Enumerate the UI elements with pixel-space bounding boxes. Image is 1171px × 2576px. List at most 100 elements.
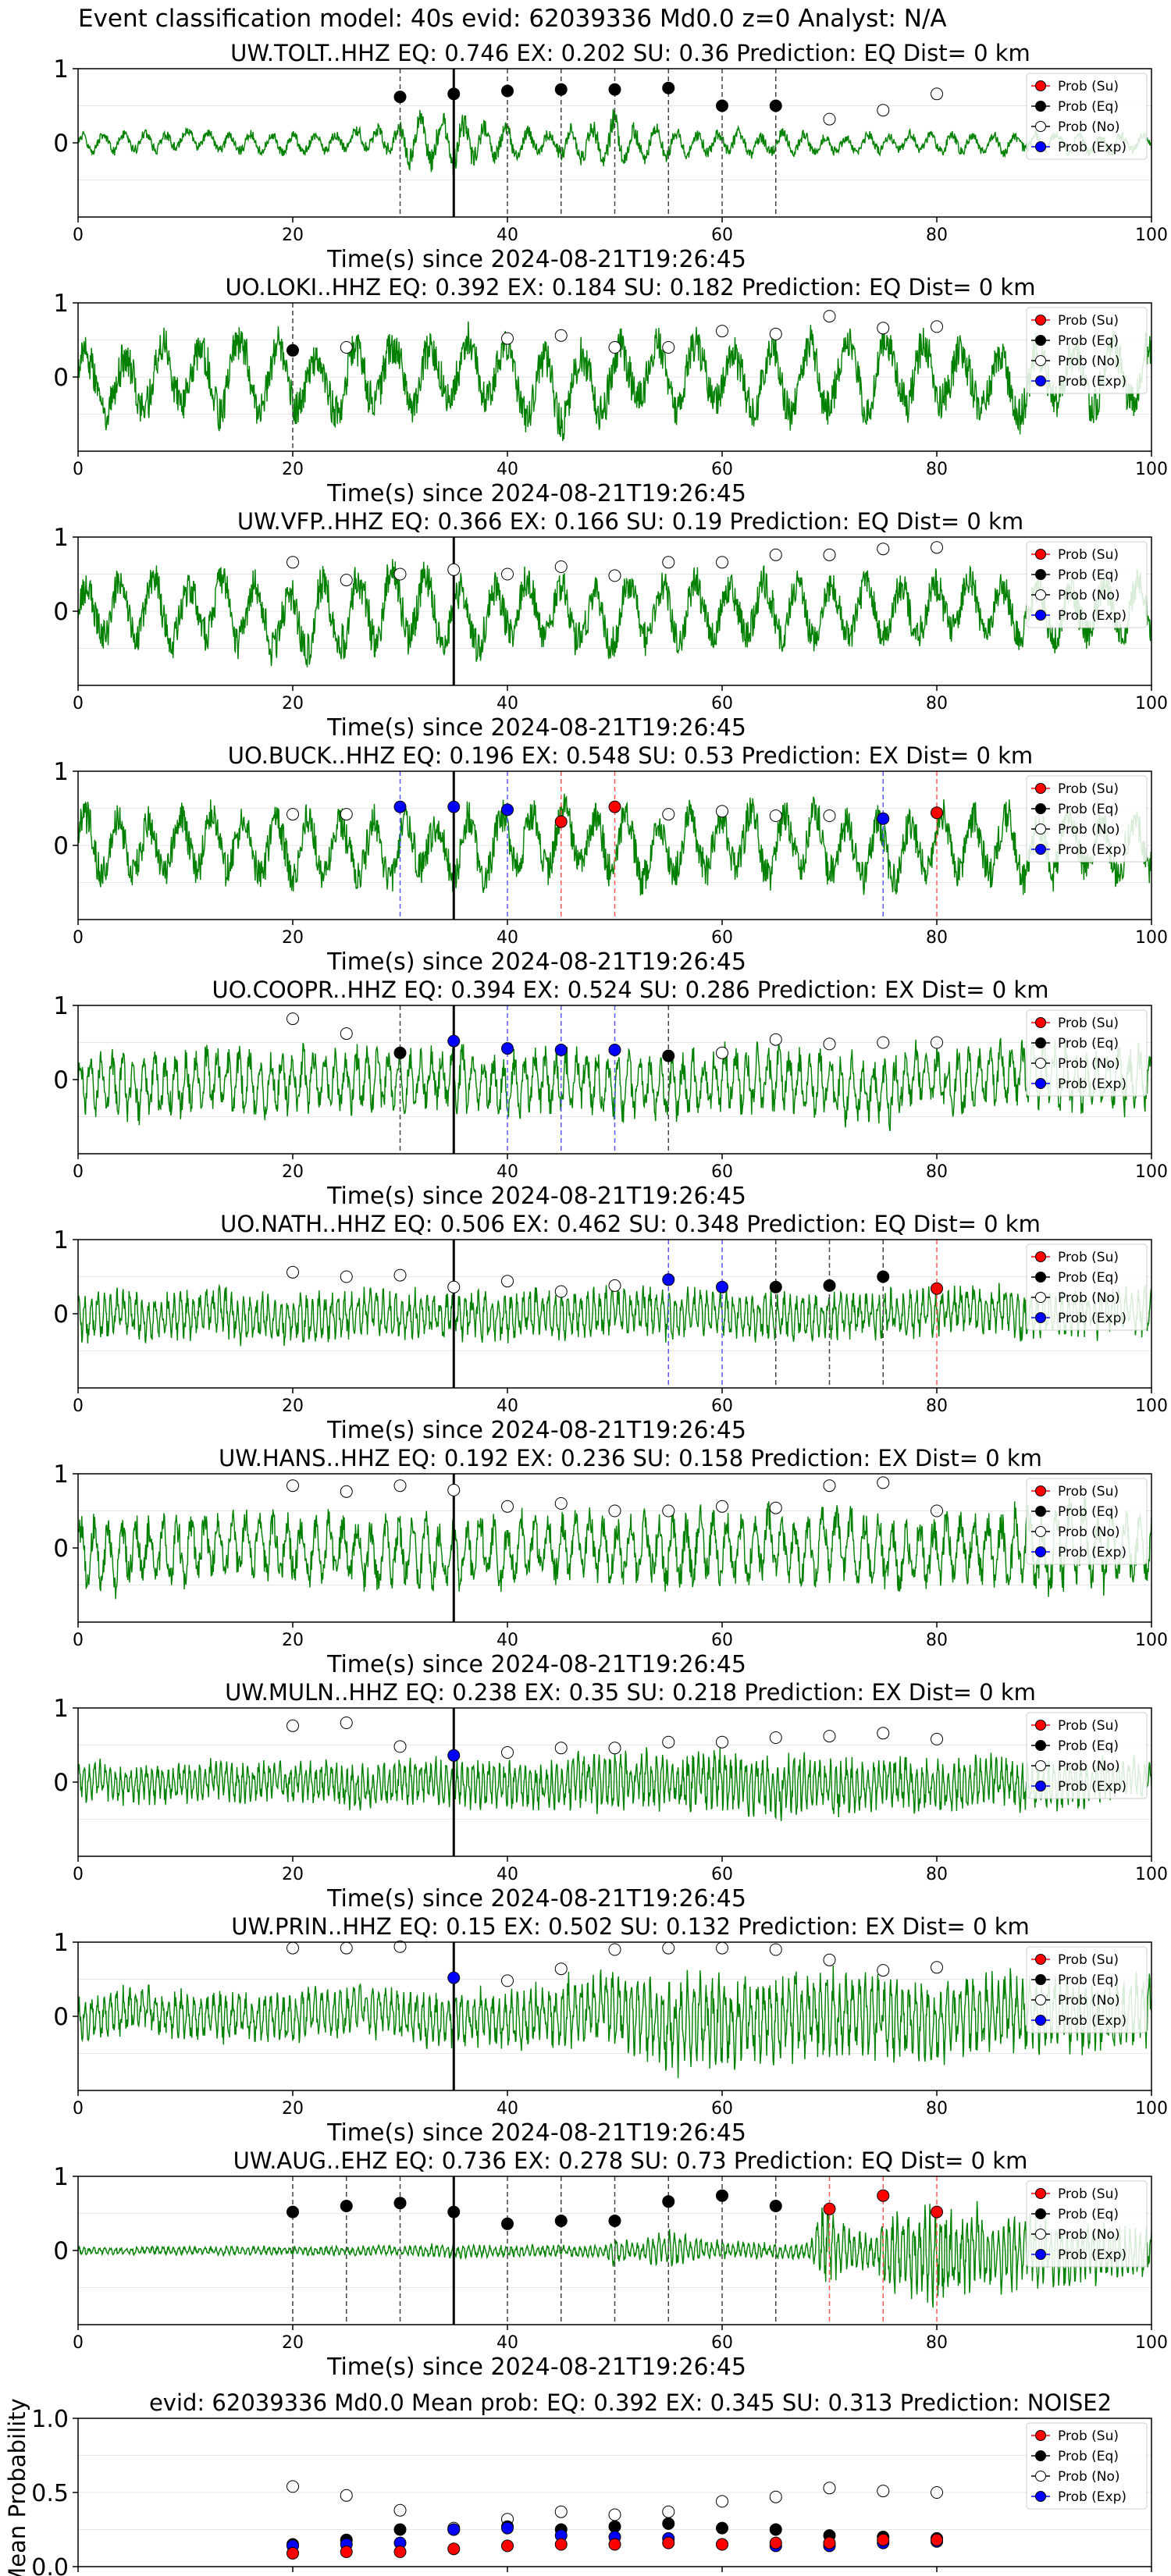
prob-marker-no	[931, 1036, 943, 1049]
legend-label-prob-eq: Prob (Eq)	[1058, 802, 1119, 817]
panel-1: 0 20 40 60 80 100 0 1 UW.TOLT..HHZ EQ: 0.746 EX:…	[53, 40, 1168, 273]
prob-marker-no	[340, 1717, 353, 1729]
prob-marker-eq	[608, 2215, 621, 2227]
prob-marker-no	[287, 808, 299, 821]
legend-marker-su	[1035, 549, 1046, 560]
prob-marker-no	[340, 1485, 353, 1498]
prob-marker-no	[931, 1504, 943, 1517]
prob-marker-no	[447, 1483, 461, 1496]
x-tick-label: 40	[497, 2333, 518, 2353]
legend-label-prob-eq: Prob (Eq)	[1058, 333, 1119, 349]
panel-title: UO.COOPR..HHZ EQ: 0.394 EX: 0.524 SU: 0.…	[212, 977, 1049, 1003]
y-tick-label: 1.0	[31, 2406, 69, 2433]
x-tick-label: 80	[926, 460, 948, 479]
panel-4: 0 20 40 60 80 100 0 1 UO.BUCK..HHZ EQ: 0.196 EX:…	[53, 742, 1168, 976]
mean-point-su	[608, 2538, 621, 2551]
legend-label-prob-eq: Prob (Eq)	[1058, 1036, 1119, 1051]
y-tick-label: 0	[53, 2003, 69, 2031]
figure-title: Event classification model: 40s evid: 62…	[78, 5, 947, 33]
prob-marker-eq	[447, 2205, 461, 2218]
x-tick-label: 20	[282, 1631, 304, 1650]
legend-marker-exp	[1035, 375, 1046, 386]
prob-marker-no	[823, 548, 836, 561]
x-axis-label: Time(s) since 2024-08-21T19:26:45	[326, 2119, 746, 2147]
legend-label-prob-su: Prob (Su)	[1058, 1016, 1119, 1031]
panel-title: UW.AUG..EHZ EQ: 0.736 EX: 0.278 SU: 0.73…	[233, 2147, 1028, 2174]
y-tick-label: 1	[53, 1695, 69, 1723]
x-tick-label: 60	[711, 1397, 733, 1416]
prob-marker-no	[608, 1742, 621, 1755]
x-tick-label: 80	[926, 226, 948, 245]
legend-label-prob-eq: Prob (Eq)	[1058, 2449, 1119, 2464]
legend-marker-exp	[1035, 1078, 1046, 1089]
legend: Prob (Su) Prob (Eq) Prob (No) Prob (Exp)	[1026, 1244, 1148, 1331]
prob-marker-no	[554, 1742, 568, 1755]
prob-marker-no	[287, 1941, 299, 1955]
prob-marker-eq	[501, 84, 514, 98]
x-tick-label: 60	[711, 1162, 733, 1182]
prob-marker-no	[716, 325, 728, 338]
x-tick-label: 20	[282, 694, 304, 713]
x-tick-label: 100	[1135, 1397, 1168, 1416]
legend-label-prob-su: Prob (Su)	[1058, 313, 1119, 329]
legend-label-prob-su: Prob (Su)	[1058, 2186, 1119, 2202]
legend-label-prob-eq: Prob (Eq)	[1058, 99, 1119, 115]
prob-marker-exp	[447, 1749, 461, 1762]
prob-marker-no	[823, 809, 836, 822]
x-tick-label: 100	[1135, 928, 1168, 948]
prob-marker-eq	[823, 1279, 836, 1292]
prob-marker-no	[501, 332, 514, 345]
mean-point-su	[501, 2539, 514, 2553]
prob-marker-no	[340, 808, 353, 821]
legend-label-prob-exp: Prob (Exp)	[1058, 2013, 1127, 2029]
prob-marker-no	[769, 1033, 782, 1046]
prob-marker-no	[340, 574, 353, 587]
y-tick-label: 0	[53, 598, 69, 626]
panel-title: UO.BUCK..HHZ EQ: 0.196 EX: 0.548 SU: 0.5…	[228, 742, 1033, 769]
legend-marker-no	[1035, 1994, 1046, 2005]
legend-label-prob-su: Prob (Su)	[1058, 1718, 1119, 1734]
prob-marker-no	[393, 1740, 407, 1753]
legend-marker-eq	[1035, 803, 1046, 814]
x-tick-label: 40	[497, 694, 518, 713]
prob-marker-no	[393, 1940, 407, 1953]
prob-marker-su	[554, 815, 568, 828]
x-axis-label: Time(s) since 2024-08-21T19:26:45	[326, 1183, 746, 1210]
legend-marker-eq	[1035, 1740, 1046, 1751]
x-tick-label: 20	[282, 2099, 304, 2119]
prob-marker-no	[769, 548, 782, 561]
x-tick-label: 20	[282, 928, 304, 948]
prob-marker-no	[340, 341, 353, 354]
legend-label-prob-exp: Prob (Exp)	[1058, 1545, 1127, 1560]
waveform-trace	[78, 321, 1151, 442]
prob-marker-no	[662, 1941, 675, 1955]
legend-label-prob-no: Prob (No)	[1058, 588, 1120, 603]
legend-box	[1026, 1478, 1148, 1565]
prob-marker-su	[608, 800, 621, 813]
x-tick-label: 60	[711, 1865, 733, 1884]
legend-label-prob-eq: Prob (Eq)	[1058, 1738, 1119, 1754]
legend-label-prob-su: Prob (Su)	[1058, 2428, 1119, 2444]
prob-marker-no	[769, 1501, 782, 1514]
mean-point-su	[662, 2536, 675, 2549]
prob-marker-no	[877, 1964, 890, 1977]
x-tick-label: 100	[1135, 1162, 1168, 1182]
y-axis-label: Mean Probability	[4, 2398, 30, 2576]
prob-marker-no	[823, 1953, 836, 1966]
panel-title: UW.MULN..HHZ EQ: 0.238 EX: 0.35 SU: 0.21…	[225, 1679, 1036, 1706]
legend-marker-exp	[1035, 844, 1046, 855]
waveform-trace	[78, 1965, 1151, 2079]
legend: Prob (Su) Prob (Eq) Prob (No) Prob (Exp)	[1026, 307, 1148, 394]
x-tick-label: 40	[497, 1162, 518, 1182]
prob-marker-no	[716, 1941, 728, 1955]
legend-marker-eq	[1035, 1037, 1046, 1048]
legend-label-prob-eq: Prob (Eq)	[1058, 1504, 1119, 1520]
prob-marker-no	[662, 556, 675, 569]
legend-label-prob-su: Prob (Su)	[1058, 781, 1119, 797]
prob-marker-no	[716, 1046, 728, 1059]
legend-label-prob-no: Prob (No)	[1058, 119, 1120, 135]
legend-label-prob-exp: Prob (Exp)	[1058, 140, 1127, 155]
x-tick-label: 0	[73, 694, 84, 713]
legend-box	[1026, 73, 1148, 160]
